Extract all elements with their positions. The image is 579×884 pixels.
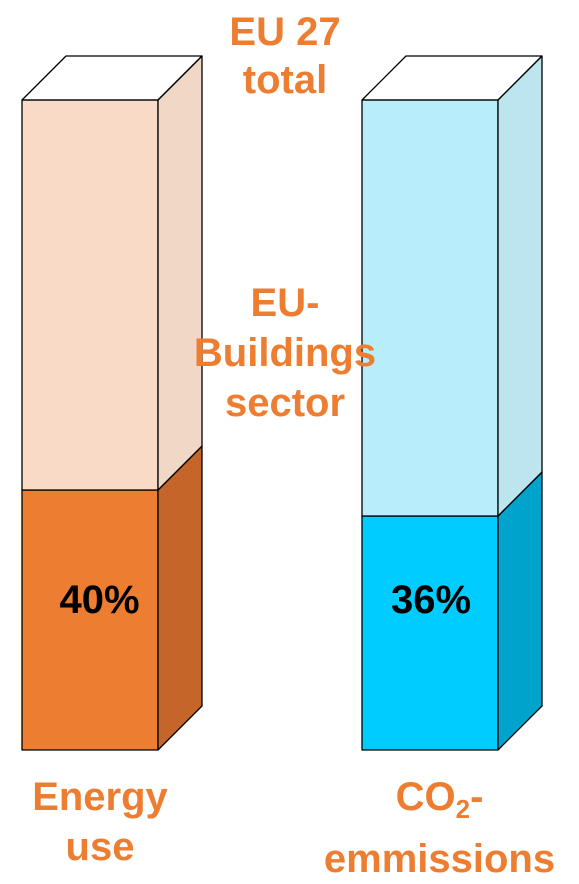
label-buildings-sector-line2: Buildings (193, 331, 377, 375)
label-eu27-total-line2: total (242, 58, 328, 102)
co2-text: CO (395, 775, 456, 819)
category-label-co2-line1: CO2- (300, 772, 579, 834)
co2-total-bar-side (497, 55, 543, 517)
data-label-energy: 40% (59, 578, 140, 622)
co2-subscript: 2 (455, 794, 471, 824)
co2-suffix: - (470, 775, 484, 819)
co2-total-bar-top (361, 55, 543, 101)
co2-sector-bar-front (361, 515, 499, 751)
energy-total-bar-front (21, 99, 159, 491)
data-label-co2: 36% (390, 578, 472, 622)
co2-sector-bar-side (497, 471, 543, 751)
label-buildings-sector-line3: sector (224, 381, 346, 425)
category-label-co2: CO2- emmissions (300, 772, 579, 884)
label-buildings-sector: EU- Buildings sector (160, 278, 410, 428)
label-eu27-total-line1: EU 27 (229, 10, 341, 54)
category-label-energy: Energy use (0, 772, 200, 872)
label-buildings-sector-line1: EU- (250, 281, 320, 325)
label-eu27-total: EU 27 total (195, 8, 375, 104)
bars-layer (21, 55, 543, 751)
energy-total-bar-top (21, 55, 203, 101)
category-label-energy-line1: Energy (32, 775, 168, 819)
category-label-energy-line2: use (65, 825, 135, 869)
category-label-co2-line2: emmissions (323, 837, 556, 881)
